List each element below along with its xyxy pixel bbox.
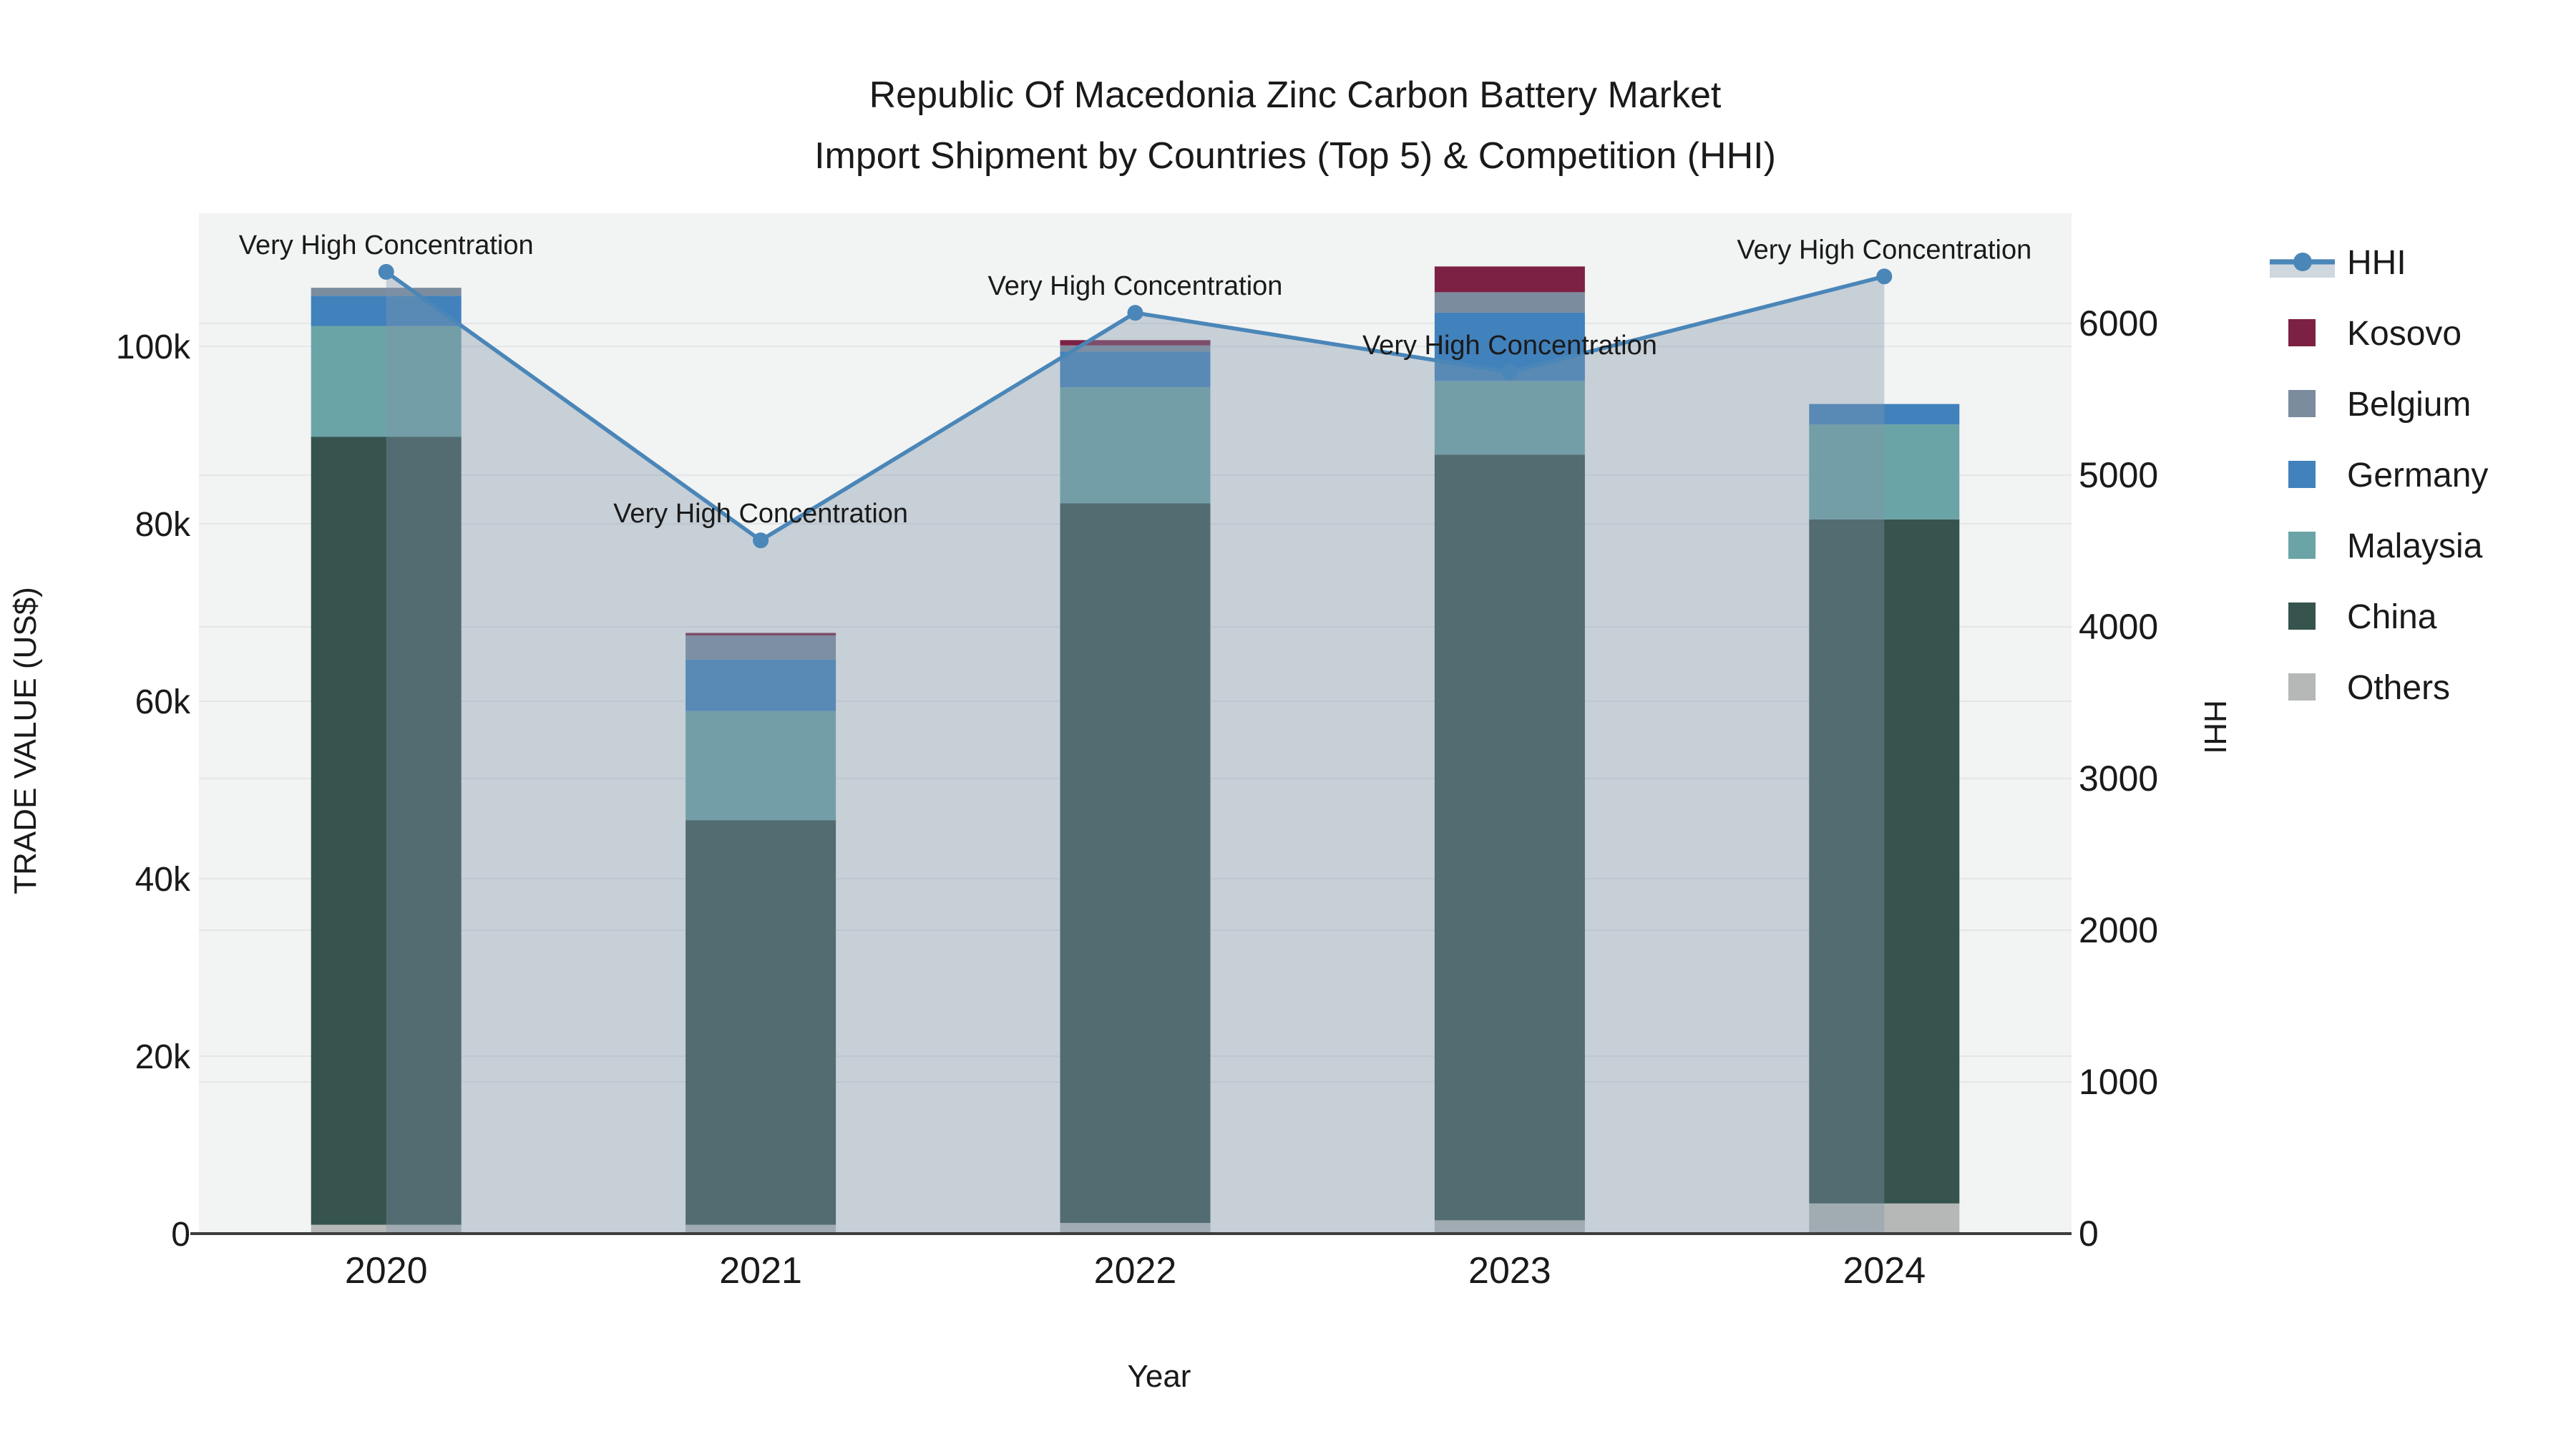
y-right-tick-label: 3000	[2079, 758, 2158, 799]
y-left-tick-label: 60k	[135, 683, 191, 721]
y-right-tick-label: 6000	[2079, 303, 2158, 343]
legend-swatch-kosovo	[2288, 319, 2316, 346]
bar-segment-2022-germany[interactable]	[1060, 351, 1211, 388]
y-left-tick-label: 0	[171, 1216, 190, 1254]
bar-segment-2021-malaysia[interactable]	[686, 711, 836, 821]
hhi-marker-2020[interactable]	[378, 263, 394, 280]
bar-segment-2022-belgium[interactable]	[1060, 345, 1211, 352]
bar-segment-2023-others[interactable]	[1434, 1220, 1585, 1234]
annotation-2021: Very High Concentration	[613, 499, 908, 529]
legend-item-malaysia[interactable]: Malaysia	[2288, 527, 2483, 565]
x-tick-label-2020: 2020	[345, 1250, 428, 1292]
bar-segment-2024-germany[interactable]	[1809, 404, 1960, 425]
annotation-2022: Very High Concentration	[988, 271, 1283, 301]
bar-segment-2020-malaysia[interactable]	[311, 326, 462, 437]
legend-hhi-marker-sample	[2293, 253, 2312, 271]
legend-item-hhi[interactable]: HHI	[2270, 244, 2406, 282]
x-tick-label-2022: 2022	[1094, 1250, 1177, 1292]
y-right-tick-label: 4000	[2079, 607, 2158, 647]
legend-label-others: Others	[2347, 669, 2450, 707]
bar-segment-2020-china[interactable]	[311, 436, 462, 1225]
legend-item-china[interactable]: China	[2288, 598, 2437, 636]
bar-segment-2022-china[interactable]	[1060, 503, 1211, 1224]
legend-item-kosovo[interactable]: Kosovo	[2288, 315, 2462, 353]
hhi-marker-2023[interactable]	[1501, 364, 1518, 380]
hhi-marker-2022[interactable]	[1127, 305, 1143, 321]
bar-segment-2024-malaysia[interactable]	[1809, 424, 1960, 519]
bar-segment-2022-others[interactable]	[1060, 1223, 1211, 1234]
legend-swatch-malaysia	[2288, 532, 2316, 559]
x-tick-label-2023: 2023	[1468, 1250, 1551, 1292]
bar-segment-2021-kosovo[interactable]	[686, 633, 836, 636]
bar-segment-2023-belgium[interactable]	[1434, 292, 1585, 313]
y-left-axis-title: TRADE VALUE (US$)	[8, 587, 43, 894]
bar-segment-2022-malaysia[interactable]	[1060, 387, 1211, 504]
x-axis-title: Year	[1128, 1359, 1191, 1394]
hhi-marker-2021[interactable]	[753, 532, 769, 549]
chart-title-line2: Import Shipment by Countries (Top 5) & C…	[814, 135, 1776, 177]
legend-swatch-belgium	[2288, 390, 2316, 417]
y-left-tick-label: 100k	[116, 328, 191, 366]
legend-swatch-china	[2288, 602, 2316, 630]
bar-segment-2023-kosovo[interactable]	[1434, 266, 1585, 293]
y-right-tick-label: 2000	[2079, 910, 2158, 950]
bar-segment-2023-china[interactable]	[1434, 454, 1585, 1221]
legend-label-hhi: HHI	[2347, 244, 2406, 282]
bar-segment-2021-germany[interactable]	[686, 659, 836, 711]
legend-item-germany[interactable]: Germany	[2288, 457, 2488, 494]
bar-segment-2020-belgium[interactable]	[311, 288, 462, 296]
annotation-2024: Very High Concentration	[1737, 235, 2031, 265]
bar-segment-2021-belgium[interactable]	[686, 635, 836, 660]
hhi-marker-2024[interactable]	[1876, 268, 1893, 285]
y-right-axis-title: HHI	[2197, 700, 2233, 754]
legend-label-china: China	[2347, 598, 2437, 636]
x-tick-label-2021: 2021	[719, 1250, 802, 1292]
bar-segment-2024-others[interactable]	[1809, 1203, 1960, 1234]
chart-title-line1: Republic Of Macedonia Zinc Carbon Batter…	[869, 74, 1722, 116]
legend-label-belgium: Belgium	[2347, 386, 2471, 424]
hhi-area-fill	[386, 271, 1885, 1234]
legend-label-germany: Germany	[2347, 457, 2488, 494]
legend-item-belgium[interactable]: Belgium	[2288, 386, 2471, 424]
y-right-tick-label: 0	[2079, 1214, 2099, 1254]
legend-label-kosovo: Kosovo	[2347, 315, 2462, 353]
bar-segment-2022-kosovo[interactable]	[1060, 340, 1211, 346]
legend-label-malaysia: Malaysia	[2347, 527, 2483, 565]
y-left-tick-label: 80k	[135, 506, 191, 544]
y-right-tick-label: 5000	[2079, 455, 2158, 495]
x-tick-label-2024: 2024	[1843, 1250, 1926, 1292]
y-left-tick-label: 20k	[135, 1038, 191, 1076]
legend-swatch-others	[2288, 673, 2316, 701]
y-left-tick-label: 40k	[135, 861, 191, 899]
y-right-tick-label: 1000	[2079, 1062, 2158, 1102]
bar-segment-2021-others[interactable]	[686, 1224, 836, 1234]
bar-segment-2020-germany[interactable]	[311, 296, 462, 326]
bar-segment-2020-others[interactable]	[311, 1224, 462, 1234]
annotation-2020: Very High Concentration	[239, 230, 534, 260]
bar-segment-2024-china[interactable]	[1809, 519, 1960, 1204]
legend-swatch-germany	[2288, 461, 2316, 488]
bar-segment-2021-china[interactable]	[686, 820, 836, 1225]
bar-segment-2023-malaysia[interactable]	[1434, 381, 1585, 455]
annotation-2023: Very High Concentration	[1362, 331, 1657, 361]
legend-item-others[interactable]: Others	[2288, 669, 2450, 707]
